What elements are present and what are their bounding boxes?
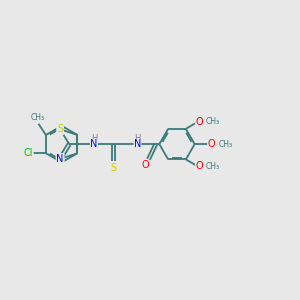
Text: CH₃: CH₃ [31,113,45,122]
Text: O: O [196,161,203,171]
Text: S: S [57,124,63,134]
Text: H: H [134,134,141,143]
Text: N: N [90,139,98,149]
Text: CH₃: CH₃ [218,140,232,148]
Text: CH₃: CH₃ [206,162,220,171]
Text: Cl: Cl [23,148,33,158]
Text: N: N [134,139,141,149]
Text: H: H [91,134,97,143]
Text: N: N [56,154,64,164]
Text: O: O [141,160,149,170]
Text: O: O [196,117,203,127]
Text: S: S [110,163,116,173]
Text: O: O [208,139,216,149]
Text: CH₃: CH₃ [206,117,220,126]
